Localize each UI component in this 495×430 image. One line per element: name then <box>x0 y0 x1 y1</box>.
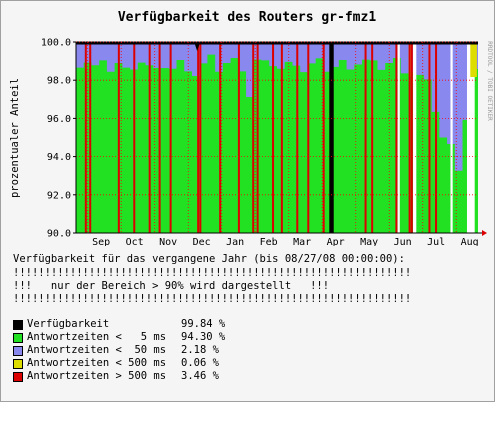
series-over-500ms-bar <box>307 42 310 233</box>
x-tick-label: Aug <box>461 237 479 246</box>
series-over-500ms-bar <box>169 42 172 233</box>
series-over-500ms-bar <box>322 42 325 233</box>
y-tick-label: 96.0 <box>47 114 71 125</box>
availability-dip-mark <box>194 42 201 51</box>
legend-swatch <box>13 346 23 356</box>
legend-item-under-50ms: Antwortzeiten < 50 ms 2.18 % <box>13 344 219 356</box>
info-line-2: !!!!!!!!!!!!!!!!!!!!!!!!!!!!!!!!!!!!!!!!… <box>13 267 412 279</box>
legend-swatch <box>13 372 23 382</box>
gap-bar <box>450 42 453 233</box>
series-over-500ms-bar <box>364 42 367 233</box>
x-tick-label: Sep <box>92 237 110 246</box>
legend-label: Antwortzeiten < 500 ms <box>27 357 167 369</box>
legend-value: 94.30 % <box>181 331 226 343</box>
series-over-500ms-bar <box>133 42 136 233</box>
series-over-500ms-bar <box>252 42 255 233</box>
series-over-500ms-bar <box>256 42 259 233</box>
legend-label: Antwortzeiten < 5 ms <box>27 331 167 343</box>
series-over-500ms-bar <box>117 42 120 233</box>
series-under-500ms-bar <box>470 42 477 77</box>
chart-frame: Verfügbarkeit des Routers gr-fmz1 prozen… <box>0 0 495 402</box>
series-over-500ms-bar <box>395 42 398 233</box>
x-tick-label: Dec <box>193 237 211 246</box>
series-over-500ms-bar <box>296 42 299 233</box>
series-over-500ms-bar <box>219 42 222 233</box>
y-tick-label: 94.0 <box>47 152 71 163</box>
y-tick-label: 100.0 <box>41 38 71 49</box>
legend-item-availability: Verfügbarkeit 99.84 % <box>13 318 225 330</box>
legend-swatch <box>13 333 23 343</box>
credit-label: RRDTOOL / TOBI OETIKER <box>486 41 493 121</box>
series-over-500ms-bar <box>158 42 161 233</box>
gap-bar <box>413 42 417 233</box>
chart-title: Verfügbarkeit des Routers gr-fmz1 <box>118 10 376 25</box>
series-over-500ms-bar <box>410 42 413 233</box>
x-tick-label: Apr <box>327 237 345 246</box>
legend-label: Antwortzeiten < 50 ms <box>27 344 167 356</box>
legend-label: Verfügbarkeit <box>27 318 110 330</box>
outage-bar <box>329 42 334 233</box>
y-tick-label: 92.0 <box>47 190 71 201</box>
series-over-500ms-bar <box>408 42 411 233</box>
series-under-5ms-area <box>76 54 478 233</box>
series-over-500ms-bar <box>280 42 283 233</box>
legend-label: Antwortzeiten > 500 ms <box>27 370 167 382</box>
series-over-500ms-bar <box>435 42 438 233</box>
gap-bar <box>466 42 475 233</box>
series-over-500ms-bar <box>148 42 151 233</box>
legend-swatch <box>13 320 23 330</box>
info-line-4: !!!!!!!!!!!!!!!!!!!!!!!!!!!!!!!!!!!!!!!!… <box>13 293 412 305</box>
x-tick-label: Oct <box>126 237 144 246</box>
legend-item-over-500ms: Antwortzeiten > 500 ms 3.46 % <box>13 370 219 382</box>
series-over-500ms-bar <box>89 42 92 233</box>
legend-item-under-500ms: Antwortzeiten < 500 ms 0.06 % <box>13 357 219 369</box>
series-over-500ms-bar <box>84 42 87 233</box>
y-tick-label: 90.0 <box>47 229 71 240</box>
availability-chart: Verfügbarkeit des Routers gr-fmz1 prozen… <box>9 10 493 248</box>
y-tick-label: 98.0 <box>47 76 71 87</box>
axis-ticks: 100.0 98.0 96.0 94.0 92.0 90.0 Sep Oct Nov Dec Jan… <box>41 38 487 248</box>
x-tick-label: Jun <box>394 237 412 246</box>
legend-value: 99.84 % <box>181 318 226 330</box>
x-tick-label: Mar <box>293 237 311 246</box>
legend-value: 0.06 % <box>181 357 219 369</box>
plot-area <box>76 41 478 234</box>
x-tick-label: Nov <box>159 237 177 246</box>
legend-value: 3.46 % <box>181 370 219 382</box>
info-line-3: !!! nur der Bereich > 90% wird dargestel… <box>13 280 330 292</box>
y-axis-label: prozentualer Anteil <box>9 78 21 198</box>
series-over-500ms-bar <box>199 42 202 233</box>
x-axis-arrow <box>482 230 487 236</box>
info-line-1: Verfügbarkeit für das vergangene Jahr (b… <box>13 253 405 265</box>
x-tick-label: Feb <box>260 237 278 246</box>
x-tick-label: Jul <box>427 237 445 246</box>
x-tick-label: May <box>360 237 378 246</box>
gap-bar <box>397 42 400 233</box>
series-over-500ms-bar <box>371 42 374 233</box>
series-over-500ms-bar <box>428 42 431 233</box>
series-over-500ms-bar <box>197 42 200 233</box>
legend-value: 2.18 % <box>181 344 219 356</box>
legend-item-under-5ms: Antwortzeiten < 5 ms 94.30 % <box>13 331 225 343</box>
x-tick-label: Jan <box>226 237 244 246</box>
series-over-500ms-bar <box>237 42 240 233</box>
legend-swatch <box>13 359 23 369</box>
series-over-500ms-bar <box>272 42 275 233</box>
